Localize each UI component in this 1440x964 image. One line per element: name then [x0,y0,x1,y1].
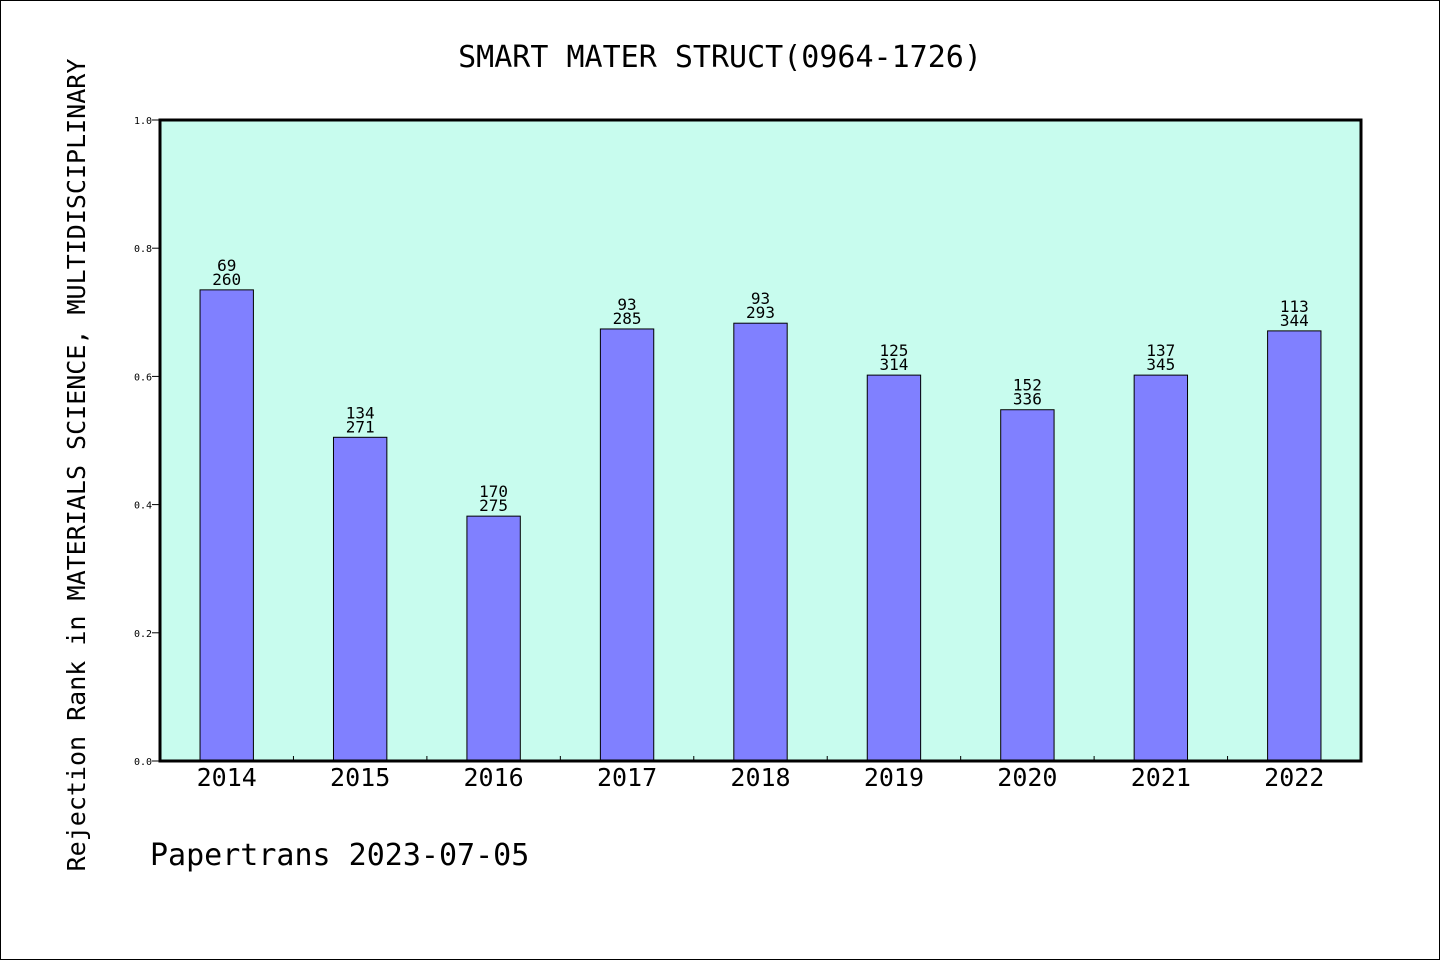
data-labels: 6926013427117027593285932931253141523361… [212,256,1308,515]
total-label: 260 [212,270,241,289]
y-axis-ticks: 0.0 0.2 0.4 0.6 0.8 1.0 [134,116,160,768]
total-label: 336 [1013,390,1042,409]
total-label: 285 [613,309,642,328]
total-label: 275 [479,496,508,515]
rank-label: 93 [751,289,770,308]
y-tick-label: 0.2 [134,629,152,640]
footer-text: Papertrans 2023-07-05 [150,838,529,873]
bar-2021 [1133,374,1189,762]
bar-2020 [1000,409,1055,762]
y-tick-label: 0.0 [134,757,152,768]
x-tick-label: 2019 [864,763,924,792]
bar-2017 [599,328,655,762]
x-tick-label: 2018 [730,763,790,792]
x-axis-ticks: 2014 2015 2016 2017 2018 2019 2020 2021 2022 [197,756,1324,792]
x-tick-label: 2015 [330,763,390,792]
rank-label: 137 [1146,341,1175,360]
rank-label: 125 [879,341,908,360]
chart-title: SMART MATER STRUCT(0964-1726) [458,40,982,75]
y-tick-label: 1.0 [134,116,152,127]
bar-2022 [1267,330,1322,762]
bar-2014 [199,289,254,762]
x-tick-label: 2017 [597,763,657,792]
x-tick-label: 2020 [997,763,1057,792]
total-label: 271 [346,417,375,436]
total-label: 345 [1146,355,1175,374]
rank-label: 69 [217,256,236,275]
bar-2019 [866,374,922,762]
x-tick-label: 2022 [1264,763,1324,792]
y-tick-label: 0.6 [134,372,152,383]
rank-label: 113 [1280,297,1309,316]
rank-label: 93 [617,295,636,314]
total-label: 344 [1280,311,1309,330]
plot-border [158,118,1363,763]
rank-label: 152 [1013,376,1042,395]
y-tick-label: 0.4 [134,501,152,512]
rank-label: 134 [346,403,375,422]
total-label: 314 [879,355,908,374]
bars-group [199,289,1322,762]
total-label: 293 [746,303,775,322]
x-tick-label: 2016 [464,763,524,792]
bar-2016 [466,515,521,762]
rank-label: 170 [479,482,508,501]
bar-2018 [733,322,788,762]
bar-2015 [332,436,388,762]
y-tick-label: 0.8 [134,244,152,255]
x-tick-label: 2021 [1131,763,1191,792]
x-tick-label: 2014 [197,763,257,792]
y-axis-label: Rejection Rank in MATERIALS SCIENCE, MUL… [62,59,91,872]
